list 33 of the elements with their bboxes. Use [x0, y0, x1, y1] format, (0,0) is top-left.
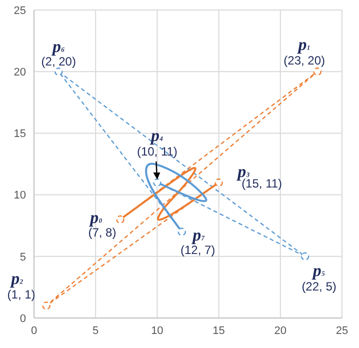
- annotation: p₄: [149, 126, 164, 145]
- y-tick-label: 5: [20, 251, 26, 264]
- annotation: (2, 20): [41, 54, 76, 69]
- annotation: p₂: [9, 269, 24, 288]
- x-tick-label: 0: [30, 324, 38, 337]
- x-tick-label: 5: [92, 324, 99, 337]
- point: [116, 215, 124, 224]
- y-tick-label: 20: [14, 66, 26, 79]
- annotation: p₆: [50, 37, 65, 56]
- annotation: p₀: [88, 208, 103, 227]
- annotation: p₅: [310, 260, 326, 280]
- point: [153, 178, 162, 187]
- point: [300, 252, 310, 260]
- annotation: (1, 1): [7, 288, 36, 302]
- annotation: (23, 20): [284, 54, 326, 68]
- point: [54, 68, 63, 76]
- point: [178, 228, 186, 236]
- point: [42, 302, 50, 310]
- annotation: p₇: [190, 225, 206, 244]
- annotation: (10, 11): [136, 144, 178, 158]
- annotation: p₁: [296, 35, 311, 54]
- point: [313, 68, 322, 76]
- y-tick-label: 10: [14, 190, 26, 202]
- y-tick-label: 15: [14, 128, 26, 140]
- x-tick-label: 10: [151, 324, 164, 337]
- annotation: (22, 5): [302, 279, 336, 294]
- point: [214, 178, 223, 187]
- y-tick-label: 0: [20, 312, 26, 325]
- x-tick-label: 20: [274, 324, 287, 337]
- x-tick-label: 25: [336, 324, 348, 337]
- y-tick-label: 25: [14, 4, 26, 17]
- annotation: (15, 11): [242, 176, 282, 190]
- x-tick-label: 15: [212, 324, 225, 337]
